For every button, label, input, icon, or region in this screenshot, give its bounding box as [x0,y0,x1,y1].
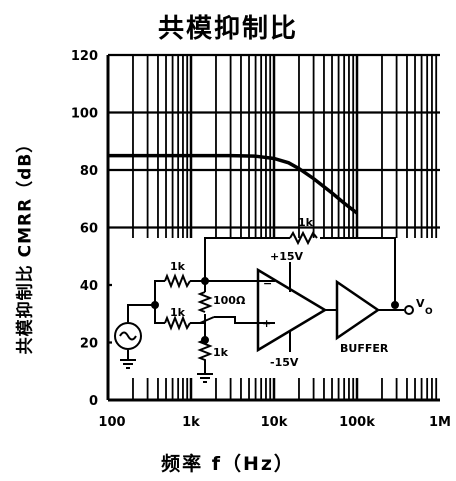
y-tick-label: 20 [80,337,98,352]
junction-top [201,277,209,285]
label-r-in-bottom: 1k [170,306,186,319]
label-r-100: 100Ω [213,294,246,307]
x-tick-label: 10k [261,415,288,430]
label-v-pos: +15V [270,250,304,263]
label-vout: V [416,297,425,310]
input-bottom-resistor [164,315,191,331]
y-tick-label: 100 [71,107,98,122]
pot-resistor [197,291,213,313]
x-tick-label: 1M [429,415,451,430]
x-tick-label: 100k [339,415,375,430]
label-r-gnd: 1k [213,346,229,359]
input-top-resistor [164,273,191,289]
label-buffer: BUFFER [340,342,389,355]
ground-resistor [197,339,213,374]
feedback-resistor [289,230,318,246]
x-axis-label: 频率 f（Hz） [161,453,295,475]
circuit-backdrop [112,238,442,378]
buffer-amp [335,279,381,341]
cmrr-series-line [108,153,359,215]
tick-labels: 0 20 40 60 80 100 120 100 1k 10k 100k 1M [71,49,451,430]
output-node [391,301,399,309]
junction-gnd [201,336,209,344]
circuit-labels: 1k 1k 100Ω 1k 1k +15V -15V − + BUFFER V … [170,216,433,369]
label-v-neg: -15V [270,356,299,369]
pot-wiper [199,316,275,324]
x-tick-label: 100 [98,415,125,430]
label-plus: + [262,317,271,330]
x-tick-label: 1k [182,415,200,430]
ac-source-wave [119,331,137,341]
y-tick-label: 0 [89,394,98,409]
circuit-schematic [112,230,442,383]
label-r-in-top: 1k [170,260,186,273]
source-ground [120,359,136,369]
y-tick-label: 40 [80,279,98,294]
y-tick-label: 60 [80,222,98,237]
label-minus: − [263,277,272,290]
ac-source [114,322,142,350]
axes [106,55,440,402]
y-tick-label: 120 [71,49,98,64]
label-r-fb: 1k [298,216,314,229]
op-amp [256,267,328,353]
feedback-wire [204,237,396,305]
junction-src [151,301,159,309]
label-vout-sub: O [425,307,433,317]
source-wire [127,304,155,360]
output-terminal [404,305,414,315]
y-tick-label: 80 [80,164,98,179]
ground-symbol [197,373,213,383]
chart-title: 共模抑制比 [157,14,298,44]
